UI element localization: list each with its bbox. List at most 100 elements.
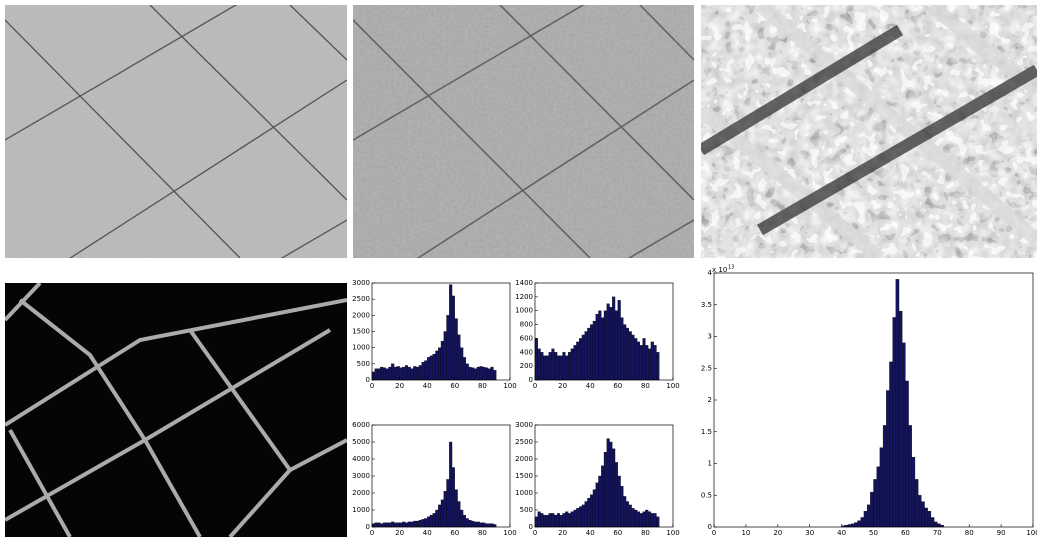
x-tick-label: 20 <box>558 382 567 390</box>
bar <box>873 479 877 528</box>
bar <box>908 425 912 528</box>
bar <box>895 279 900 528</box>
bar <box>424 518 428 528</box>
y-tick-label: 400 <box>520 348 533 356</box>
bar <box>485 523 489 528</box>
x-tick-label: 100 <box>503 529 516 537</box>
bar <box>860 517 865 528</box>
bar <box>396 522 400 528</box>
bar <box>595 482 599 528</box>
x-tick-label: 40 <box>423 382 432 390</box>
bar <box>543 355 547 381</box>
bar <box>380 366 384 381</box>
y-multiplier-power: 13 <box>728 265 734 271</box>
bar <box>377 522 381 528</box>
bar <box>404 522 409 528</box>
bar <box>413 366 417 381</box>
bar <box>443 491 447 528</box>
y-tick-label: 2 <box>708 396 712 404</box>
bar <box>435 509 439 528</box>
bar <box>443 331 447 381</box>
bar <box>451 467 455 528</box>
bar <box>937 523 941 528</box>
bar <box>380 523 384 528</box>
bar <box>374 522 378 528</box>
bar <box>548 513 552 528</box>
y-tick-label: 2500 <box>352 295 370 303</box>
bar <box>479 522 483 528</box>
bar <box>567 513 572 528</box>
bar <box>429 514 433 528</box>
bar <box>930 517 935 528</box>
y-tick-label: 500 <box>357 360 370 368</box>
bar <box>879 447 884 528</box>
bar <box>449 284 453 381</box>
bar <box>601 465 605 528</box>
bar <box>592 320 596 381</box>
bar <box>446 315 450 381</box>
bar <box>570 511 574 528</box>
x-tick-label: 0 <box>533 529 537 537</box>
bar <box>625 501 629 528</box>
y-tick-label: 0 <box>529 523 533 531</box>
bar <box>579 338 583 381</box>
x-tick-label: 100 <box>666 382 679 390</box>
bar <box>847 524 852 528</box>
bar <box>603 310 607 381</box>
x-tick-label: 80 <box>478 529 487 537</box>
bar <box>371 523 375 528</box>
bar <box>650 341 654 381</box>
bar <box>918 495 922 528</box>
y-tick-label: 0 <box>708 523 712 531</box>
bar <box>391 363 395 381</box>
bar <box>623 324 627 381</box>
y-tick-label: 1 <box>708 460 712 468</box>
y-tick-label: 2000 <box>352 489 370 497</box>
bar <box>551 513 555 528</box>
bar <box>587 497 591 528</box>
bar <box>393 366 397 381</box>
bar <box>432 513 436 528</box>
bar <box>454 318 458 381</box>
bar <box>468 520 472 528</box>
bar <box>606 438 610 528</box>
bar <box>559 514 563 528</box>
bar <box>473 521 478 528</box>
bar <box>534 516 538 528</box>
bar <box>620 486 624 528</box>
x-tick-label: 0 <box>533 382 537 390</box>
bar <box>642 511 646 528</box>
bar <box>567 352 572 381</box>
bar <box>421 362 425 381</box>
bar <box>537 511 541 528</box>
y-tick-label: 4000 <box>352 455 370 463</box>
bar <box>545 355 549 381</box>
bar <box>493 370 497 381</box>
bar <box>421 519 425 528</box>
y-tick-label: 2500 <box>515 438 533 446</box>
bar <box>576 508 580 528</box>
photo-segmented <box>701 5 1037 258</box>
bar <box>628 331 632 381</box>
bar <box>543 514 547 528</box>
bar <box>614 462 618 528</box>
bar <box>418 365 422 381</box>
bar <box>653 345 657 381</box>
y-tick-label: 1000 <box>352 344 370 352</box>
bar <box>565 511 569 528</box>
bar <box>485 367 489 381</box>
bar <box>650 513 654 528</box>
bar <box>631 508 635 528</box>
bar <box>620 317 624 381</box>
bar <box>656 516 660 528</box>
bar <box>625 327 629 381</box>
bar <box>653 513 657 528</box>
bar <box>570 348 574 381</box>
bar <box>471 520 475 528</box>
bar <box>479 366 483 381</box>
bar <box>603 452 607 528</box>
bar <box>614 310 618 381</box>
bar <box>388 366 392 381</box>
bar <box>921 501 925 528</box>
y-tick-label: 800 <box>520 321 533 329</box>
